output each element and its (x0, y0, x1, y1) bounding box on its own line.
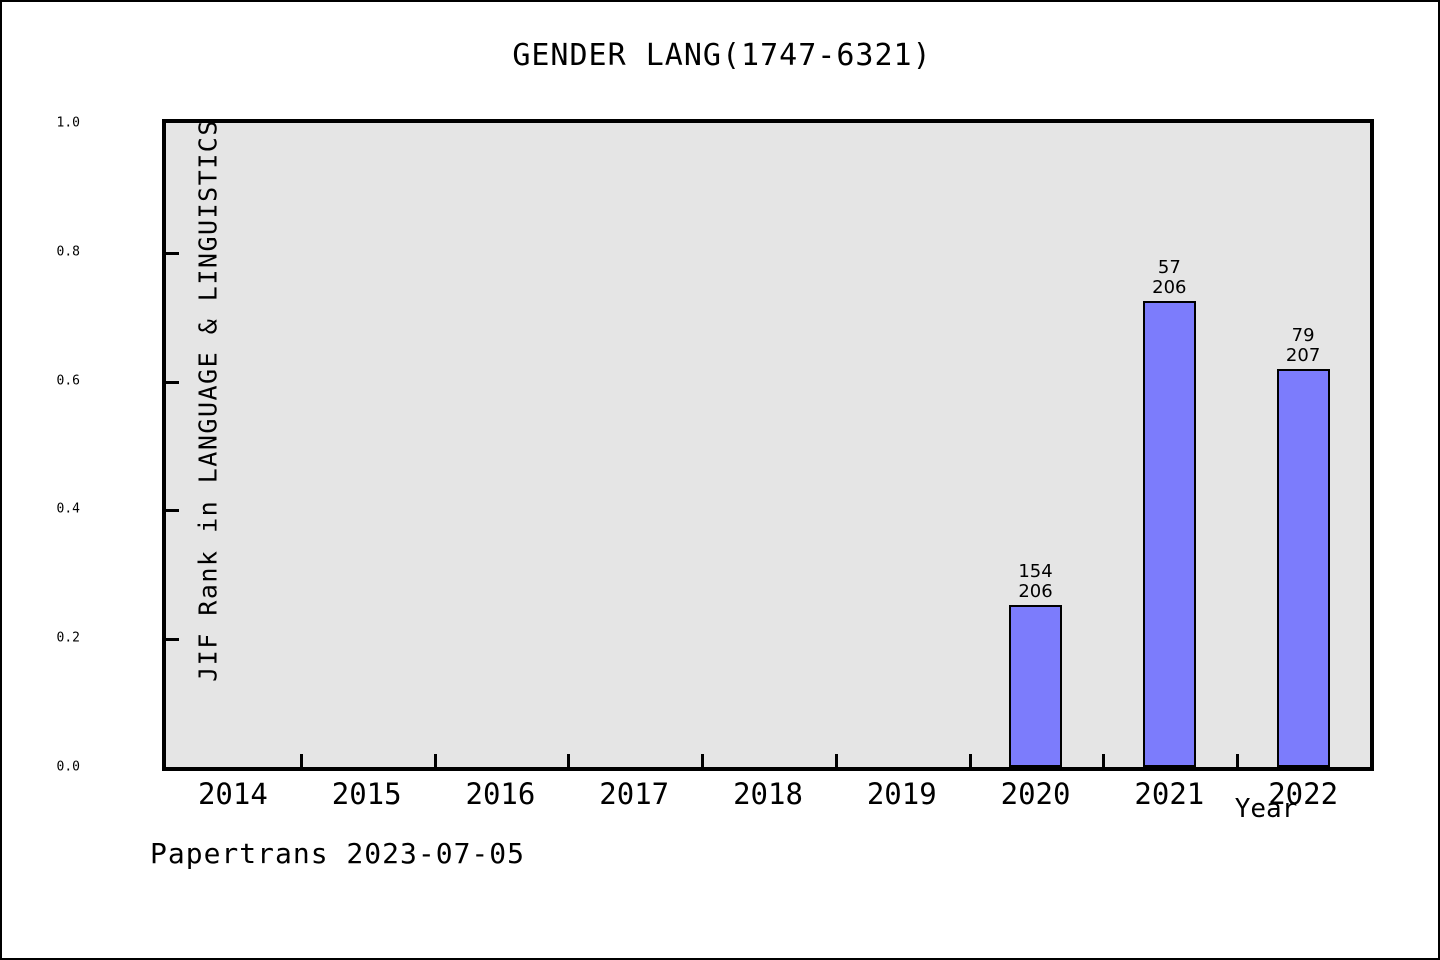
bar-value-label: 57 206 (1089, 258, 1249, 298)
footer-note: Papertrans 2023-07-05 (150, 837, 526, 870)
y-tick-mark (166, 251, 179, 255)
x-tick-label: 2022 (1268, 777, 1339, 811)
x-tick-label: 2017 (599, 777, 670, 811)
y-tick-label: 0.6 (56, 373, 80, 389)
x-tick-mark (701, 754, 705, 767)
x-tick-mark (567, 754, 571, 767)
bar-rank-denominator: 207 (1285, 345, 1321, 367)
x-tick-label: 2016 (465, 777, 536, 811)
bar-rank-denominator: 206 (1018, 580, 1053, 602)
x-tick-label: 2015 (331, 777, 402, 811)
bar-rank-denominator: 206 (1152, 277, 1187, 299)
plot-area: JIF Rank in LANGUAGE & LINGUISTICS 0.0 0.… (57, 116, 1374, 812)
bar-value-label: 79 207 (1223, 326, 1383, 366)
bar-2022[interactable] (1276, 369, 1330, 767)
y-axis-title: JIF Rank in LANGUAGE & LINGUISTICS (193, 119, 223, 682)
y-tick-mark (166, 509, 179, 513)
y-tick-mark (166, 638, 179, 642)
x-tick-mark (299, 754, 303, 767)
x-tick-label: 2014 (197, 777, 268, 811)
y-tick-mark (166, 380, 179, 384)
x-tick-label: 2020 (1000, 777, 1071, 811)
plot-inner: JIF Rank in LANGUAGE & LINGUISTICS 0.0 0.… (57, 116, 1370, 812)
x-tick-mark (1102, 754, 1106, 767)
bar-rank-numerator: 79 (1291, 325, 1315, 347)
x-tick-mark (834, 754, 838, 767)
bar-rank-numerator: 154 (1018, 560, 1053, 582)
y-tick-label: 1.0 (56, 115, 80, 131)
y-tick-label: 0.8 (56, 244, 80, 260)
x-tick-mark (1236, 754, 1240, 767)
x-tick-mark (433, 754, 437, 767)
y-tick-label: 0.0 (56, 759, 80, 775)
x-tick-mark (968, 754, 972, 767)
bar-2021[interactable] (1142, 301, 1196, 767)
x-tick-label: 2021 (1134, 777, 1205, 811)
bar-2020[interactable] (1009, 604, 1063, 767)
bar-value-label: 154 206 (956, 560, 1116, 602)
x-axis-title: Year (1234, 794, 1298, 824)
y-tick-label: 0.2 (56, 630, 80, 646)
y-tick-label: 0.4 (56, 501, 80, 517)
bar-rank-numerator: 57 (1157, 257, 1181, 279)
x-tick-label: 2018 (733, 777, 803, 811)
x-tick-label: 2019 (866, 777, 937, 811)
chart-title: GENDER LANG(1747-6321) (512, 38, 932, 73)
